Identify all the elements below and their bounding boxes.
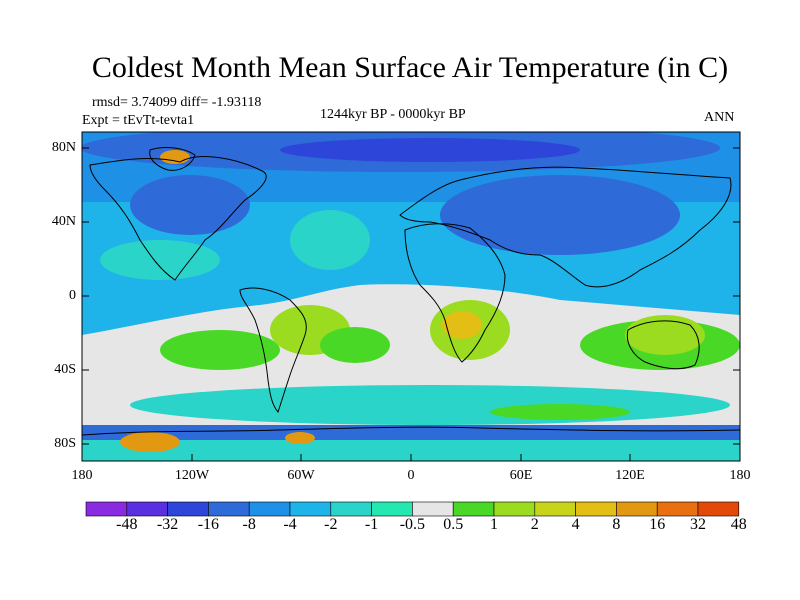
colorbar-swatch: [452, 501, 495, 517]
colorbar-swatch: [412, 501, 454, 517]
field-antarctic-coast: [82, 425, 740, 443]
colorbar-swatch: [208, 501, 250, 517]
colorbar-swatch: [126, 501, 168, 517]
lat-label: 80N: [51, 140, 76, 155]
coast-africa: [404, 223, 506, 363]
colorbar-label: 2: [530, 516, 539, 533]
colorbar-label: 4: [571, 516, 580, 533]
field-greenland-warm: [160, 150, 190, 164]
colorbar-label: -8: [242, 516, 256, 533]
lon-label: 120E: [615, 468, 645, 483]
colorbar-swatch: [289, 501, 332, 517]
field-south-pacific-green: [160, 330, 280, 370]
colorbar-label: -1: [364, 516, 379, 533]
field-antarctic-warm-2: [285, 432, 315, 444]
coast-greenland: [149, 147, 196, 171]
colorbar-swatch: [330, 501, 372, 517]
colorbar-label: -16: [197, 516, 220, 533]
field-antarctic-warm-1: [120, 432, 180, 452]
lat-label: 40N: [51, 214, 76, 229]
lon-label: 120W: [174, 468, 210, 483]
colorbar-label: -4: [283, 516, 297, 533]
field-arctic-deep: [280, 138, 580, 162]
colorbar-label: -32: [156, 516, 179, 533]
colorbar-swatch: [656, 501, 699, 517]
colorbar-label: 32: [690, 516, 706, 533]
field-atlantic-teal: [290, 210, 370, 270]
season-label: ANN: [704, 110, 735, 125]
colorbar-label: 8: [612, 516, 621, 533]
temperature-field: [82, 132, 740, 461]
field-australia-lime: [625, 315, 705, 355]
experiment-label: Expt = tEvTt-tevta1: [82, 113, 195, 128]
colorbar-label: -0.5: [399, 516, 426, 533]
lon-label: 60E: [509, 468, 533, 483]
field-na-cold: [130, 175, 250, 235]
coast-australia: [626, 320, 700, 370]
coastlines: [81, 147, 741, 436]
colorbar-swatch: [85, 501, 128, 517]
colorbar-swatch: [697, 501, 740, 517]
field-pacific-teal: [100, 240, 220, 280]
colorbar-swatch: [167, 501, 209, 517]
field-south-ocean-teal: [130, 385, 730, 425]
field-south-atlantic-green: [320, 327, 390, 363]
colorbar-swatch: [248, 501, 291, 517]
colorbar: [85, 501, 740, 517]
lon-label: 0: [407, 468, 415, 483]
coast-north-america: [89, 156, 267, 281]
coast-antarctica: [81, 426, 741, 436]
lon-label: 180: [729, 468, 751, 483]
colorbar-label: 0.5: [443, 516, 464, 533]
axis-ticks: [81, 147, 741, 461]
coast-south-america: [239, 287, 307, 413]
colorbar-label: -2: [324, 516, 338, 533]
lat-label: 0: [69, 288, 76, 303]
colorbar-swatch: [371, 501, 413, 517]
rmsd-diff-label: rmsd= 3.74099 diff= -1.93118: [92, 95, 262, 110]
colorbar-label: -48: [116, 516, 138, 533]
lat-label: 80S: [54, 436, 76, 451]
colorbar-swatch: [575, 501, 617, 517]
colorbar-label: 16: [649, 516, 666, 533]
field-asia-cold: [440, 175, 680, 255]
map-title: Coldest Month Mean Surface Air Temperatu…: [91, 51, 729, 84]
colorbar-swatch: [534, 501, 576, 517]
colorbar-swatch: [493, 501, 536, 517]
coast-eurasia: [399, 166, 732, 288]
lat-label: 40S: [54, 362, 76, 377]
lon-label: 180: [71, 468, 93, 483]
colorbar-swatch: [616, 501, 658, 517]
field-south-ocean-green: [490, 404, 630, 420]
field-africa-orange: [442, 311, 482, 339]
colorbar-label: 1: [490, 516, 498, 533]
colorbar-label: 48: [730, 516, 747, 533]
lon-label: 60W: [287, 468, 315, 483]
period-label: 1244kyr BP - 0000kyr BP: [320, 107, 466, 122]
field-antarctic-interior: [82, 440, 740, 461]
